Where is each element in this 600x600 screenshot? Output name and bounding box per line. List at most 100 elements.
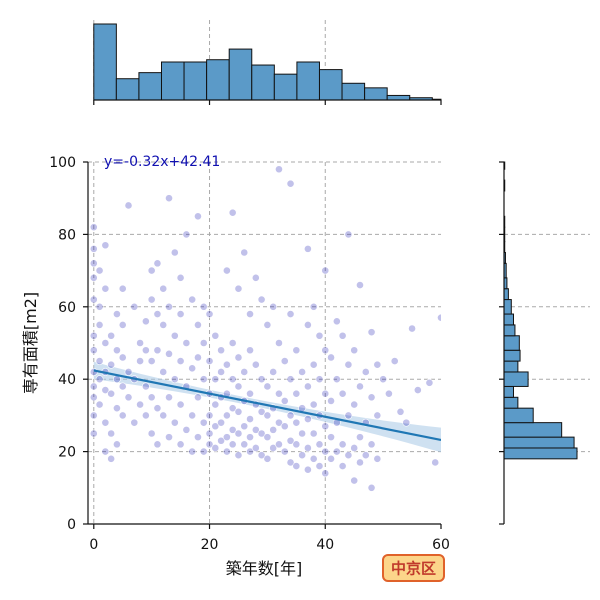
right-hist-bar [503,288,509,301]
top-hist-bar [160,61,185,101]
scatter-point [222,447,231,456]
scatter-point [194,353,202,362]
scatter-point [344,411,353,420]
right-hist-bar [503,335,520,351]
scatter-point [246,389,254,398]
scatter-point [298,429,307,438]
scatter-point [275,389,283,398]
scatter-point [321,389,330,398]
scatter-point [240,422,249,431]
scatter-point [379,375,388,384]
y-tick-label: 60 [58,300,76,316]
scatter-point [107,360,116,369]
scatter-point [338,389,347,398]
scatter-point [304,415,312,423]
scatter-point [280,357,289,365]
top-hist-bar [318,69,343,101]
scatter-point [269,302,278,311]
scatter-point [194,433,202,442]
scatter-point [118,411,127,420]
scatter-point [309,454,318,463]
scatter-point [286,310,295,318]
scatter-point [141,346,150,355]
scatter-point [194,393,202,402]
scatter-point [217,368,225,376]
top-hist-bar [115,78,140,101]
top-hist-bar [341,82,366,101]
top-hist-bar [386,94,411,101]
top-hist-bar [251,64,275,101]
scatter-point [188,411,197,420]
scatter-point [107,389,116,398]
scatter-point [280,447,289,456]
scatter-point [176,357,185,365]
scatter-point [124,201,133,210]
scatter-point [304,244,312,253]
scatter-point [304,382,312,391]
scatter-point [413,386,422,394]
scatter-point [275,440,283,449]
scatter-point [309,360,318,369]
x-tick-label: 40 [316,537,334,553]
scatter-point [327,454,335,463]
scatter-point [89,273,98,282]
scatter-point [136,357,144,365]
scatter-point [402,418,411,427]
scatter-point [292,440,301,449]
scatter-point [257,375,266,384]
right-marginal-histogram [499,161,590,525]
scatter-point [217,418,225,427]
scatter-point [292,389,301,398]
scatter-point [350,400,359,409]
scatter-point [147,357,156,365]
scatter-point [199,339,208,347]
top-hist-bar [206,59,230,101]
top-hist-bar [273,73,298,101]
scatter-point [350,444,359,452]
main-grid [88,161,441,524]
scatter-point [321,469,330,478]
scatter-point [118,353,127,362]
svg-text:中京区: 中京区 [391,560,436,578]
x-tick-label: 0 [89,537,98,553]
scatter-point [141,317,150,326]
y-tick-label: 20 [58,445,76,461]
y-axis-title: 専有面積[m2] [21,292,40,394]
regression-confidence-band [93,361,441,453]
scatter-point [373,360,382,369]
scatter-point [286,179,295,188]
scatter-point [408,324,416,333]
scatter-point [101,241,110,250]
right-hist-bar [503,407,534,424]
scatter-point [269,368,278,376]
scatter-point [188,295,197,304]
scatter-point [159,368,168,376]
scatter-point [269,425,278,434]
scatter-point [107,454,116,463]
main-axes: 0 20 40 60 0 20 40 60 80 100 [49,155,450,553]
scatter-point [309,400,318,409]
y-tick-label: 100 [49,155,76,171]
scatter-point [321,447,330,456]
scatter-point [176,440,185,449]
scatter-point [199,447,208,456]
scatter-point [390,357,399,365]
right-hist-bar [503,299,512,315]
x-tick-label: 60 [432,537,450,553]
scatter-point [170,248,179,257]
scatter-point [240,248,249,257]
scatter-point [188,364,197,373]
top-hist-bar [93,23,117,101]
scatter-point [367,328,376,337]
scatter-point [275,339,283,347]
scatter-point [147,429,156,438]
scatter-point [321,422,330,431]
scatter-point [275,165,283,174]
x-tick-label: 20 [201,537,219,553]
scatter-point [194,320,202,329]
scatter-point [136,400,144,409]
scatter-point [95,302,104,311]
scatter-point [147,393,156,402]
scatter-point [246,310,254,318]
scatter-point [263,454,272,463]
